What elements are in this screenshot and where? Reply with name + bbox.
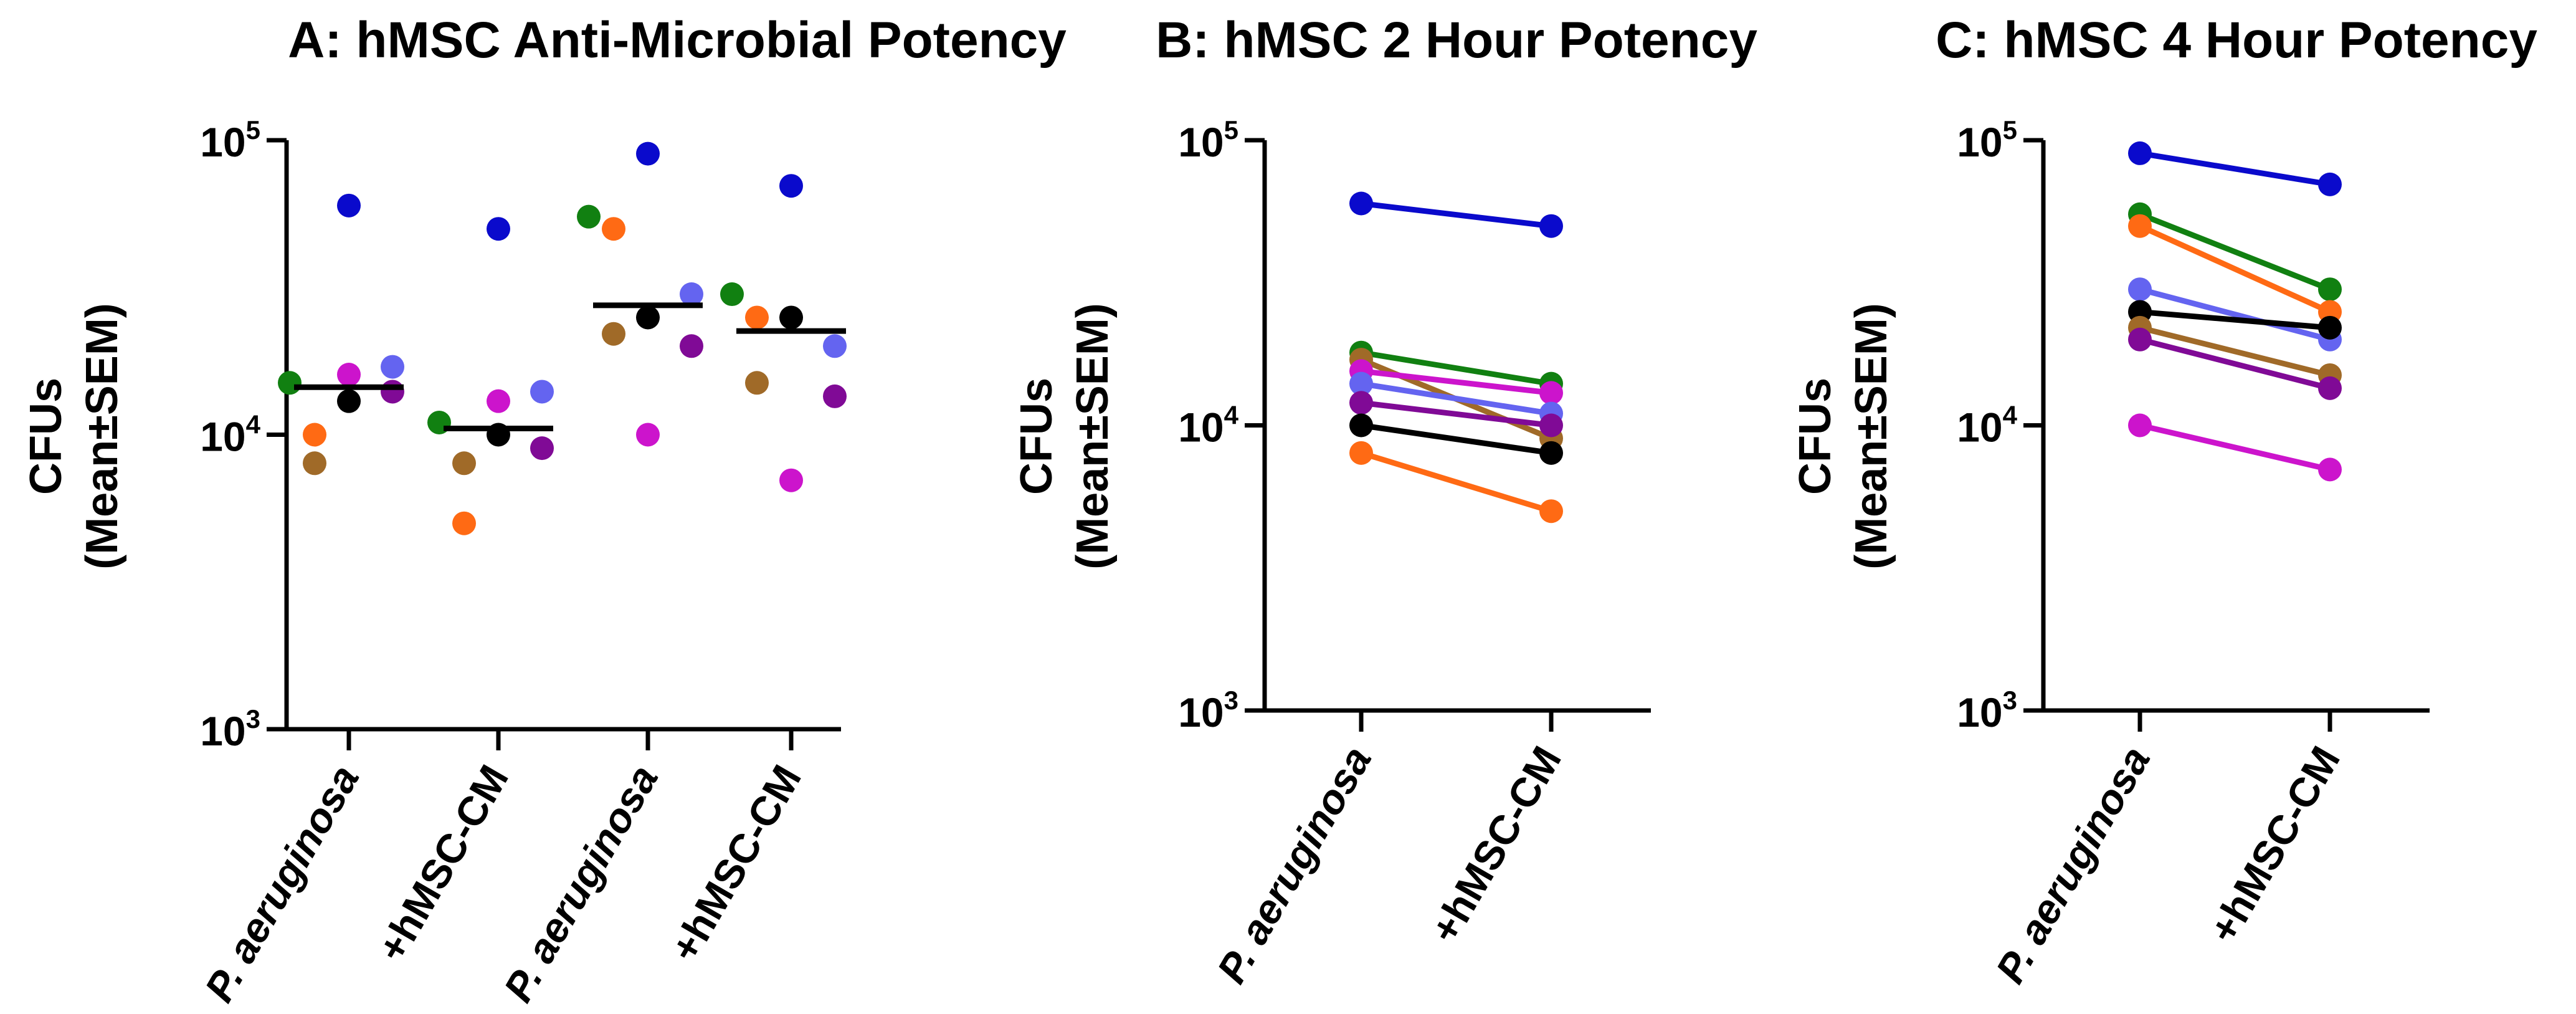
panel-b-ytick-label-0: 103 [1178, 686, 1238, 735]
panel-a-point-donor-blue-0 [337, 193, 361, 218]
panel-c-point-donor-green-1 [2318, 277, 2342, 302]
panel-a-point-donor-magenta-3 [779, 468, 803, 492]
panel-a-ytick-label-0: 103 [200, 704, 260, 754]
panel-c-line-donor-orange [2139, 223, 2331, 315]
panel-a-point-donor-green-2 [577, 204, 601, 229]
panel-c-line-donor-magenta [2139, 423, 2331, 472]
panel-c-point-donor-purple-0 [2128, 327, 2152, 352]
panel-c-ytick-label-1: 104 [1957, 401, 2017, 451]
panel-a-point-donor-blue-2 [636, 141, 660, 166]
panel-c-point-donor-lightblue-0 [2128, 277, 2152, 302]
panel-c-point-donor-blue-1 [2318, 172, 2342, 196]
panel-c-ylabel-line2: (Mean±SEM) [1846, 303, 1896, 570]
panel-b-ytick-label-1: 104 [1178, 401, 1238, 451]
panel-c-point-donor-magenta-0 [2128, 413, 2152, 438]
panel-a-xtick-label-0: P. aeruginosa [196, 757, 368, 1009]
panel-b-line-donor-purple [1361, 399, 1552, 428]
panel-c-line-donor-green [2139, 211, 2331, 292]
panel-c-xtick-label-1: +hMSC-CM [2200, 739, 2349, 950]
panel-b-point-donor-purple-0 [1349, 391, 1373, 415]
panel-b-ylabel-line1: CFUs [1012, 378, 1062, 495]
panel-a-point-donor-lightblue-3 [823, 334, 847, 358]
panel-c-ytick-label-0: 103 [1957, 686, 2017, 735]
panel-c-line-donor-blue [2139, 150, 2331, 188]
panel-a-ytick-label-2: 105 [200, 115, 260, 165]
panel-a-point-donor-black-2 [636, 305, 660, 330]
panel-b-plot: 103 104 105 P. aeruginosa +hMSC-CM [1178, 115, 1651, 990]
panel-a-ylabel-line2: (Mean±SEM) [77, 303, 127, 570]
panel-a-ytick-label-1: 104 [200, 410, 260, 460]
panel-c-line-donor-brown [2139, 325, 2331, 378]
panel-a: A: hMSC Anti-Microbial Potency CFUs (Mea… [21, 12, 1067, 1009]
panel-c-ytick-label-2: 105 [1957, 115, 2017, 165]
panel-b-point-donor-black-1 [1539, 441, 1563, 465]
panel-a-xtick-label-3: +hMSC-CM [661, 757, 810, 969]
panel-b-line-donor-magenta [1361, 368, 1552, 396]
panel-a-point-donor-magenta-2 [636, 423, 660, 447]
panel-c-point-donor-blue-0 [2128, 141, 2152, 165]
panel-c-plot: 103 104 105 P. aeruginosa +hMSC-CM [1957, 115, 2430, 990]
panel-b-ylabel-line2: (Mean±SEM) [1068, 303, 1118, 570]
panel-a-xtick-label-2: P. aeruginosa [495, 757, 667, 1009]
panel-c-point-donor-magenta-1 [2318, 457, 2342, 482]
panel-b-point-donor-blue-0 [1349, 191, 1373, 216]
panel-b-line-donor-orange [1360, 450, 1552, 514]
panel-b: B: hMSC 2 Hour Potency CFUs (Mean±SEM) 1… [1012, 12, 1757, 990]
panel-a-ylabel-line1: CFUs [21, 378, 71, 495]
panel-c-point-donor-purple-1 [2318, 376, 2342, 400]
panel-a-point-donor-orange-0 [303, 423, 326, 447]
panel-a-point-donor-blue-3 [779, 174, 803, 198]
panel-c-line-donor-black [2139, 309, 2331, 331]
panel-a-point-donor-black-0 [337, 389, 361, 413]
panel-b-point-donor-orange-0 [1349, 441, 1373, 465]
panel-c-point-donor-black-1 [2318, 315, 2342, 340]
panel-a-point-donor-orange-1 [452, 511, 476, 535]
panel-a-xtick-label-1: +hMSC-CM [368, 757, 517, 969]
panel-b-point-donor-blue-1 [1539, 214, 1563, 238]
panel-b-point-donor-orange-1 [1539, 499, 1563, 524]
panel-a-point-donor-magenta-1 [487, 389, 510, 413]
panel-a-point-donor-orange-2 [602, 217, 625, 241]
panel-a-point-donor-orange-3 [745, 305, 769, 330]
panel-c-point-donor-orange-0 [2128, 214, 2152, 238]
panel-c-xtick-label-0: P. aeruginosa [1987, 739, 2159, 990]
panel-b-ytick-label-2: 105 [1178, 115, 1238, 165]
panel-b-line-donor-blue [1361, 201, 1552, 229]
panel-c-ylabel-line1: CFUs [1790, 378, 1840, 495]
panel-b-point-donor-purple-1 [1539, 413, 1563, 438]
panel-c-title: C: hMSC 4 Hour Potency [1936, 12, 2537, 69]
panel-a-point-donor-magenta-0 [337, 363, 361, 387]
panel-b-point-donor-lightblue-0 [1349, 371, 1373, 396]
panel-a-point-donor-purple-0 [381, 380, 404, 404]
panel-a-point-donor-lightblue-1 [530, 380, 554, 404]
panel-b-line-donor-green [1361, 350, 1552, 387]
panel-a-point-donor-lightblue-2 [680, 282, 703, 307]
panel-a-title: A: hMSC Anti-Microbial Potency [288, 12, 1067, 69]
panel-a-point-donor-brown-0 [303, 451, 326, 476]
panel-b-point-donor-magenta-1 [1539, 381, 1563, 405]
panel-b-point-donor-black-0 [1349, 413, 1373, 438]
panel-c-line-donor-lightblue [2139, 286, 2331, 343]
panel-a-point-donor-brown-3 [745, 371, 769, 395]
panel-a-point-donor-blue-1 [487, 217, 510, 241]
panel-a-point-donor-green-3 [720, 282, 744, 307]
panel-b-line-donor-lightblue [1361, 381, 1552, 417]
panel-b-xtick-label-1: +hMSC-CM [1421, 739, 1570, 950]
panel-a-point-donor-purple-3 [823, 384, 847, 408]
panel-c: C: hMSC 4 Hour Potency CFUs (Mean±SEM) 1… [1790, 12, 2537, 990]
panel-b-title: B: hMSC 2 Hour Potency [1156, 12, 1757, 69]
panel-a-point-donor-brown-2 [602, 322, 625, 346]
panel-b-xtick-label-0: P. aeruginosa [1208, 739, 1380, 990]
panel-a-point-donor-green-0 [278, 371, 302, 395]
panel-a-point-donor-lightblue-0 [381, 355, 404, 379]
panel-a-point-donor-purple-1 [530, 436, 554, 461]
panel-b-line-donor-black [1361, 423, 1552, 456]
panel-a-point-donor-brown-1 [452, 451, 476, 476]
panel-c-line-donor-purple [2139, 337, 2331, 391]
panel-a-point-donor-black-3 [779, 305, 803, 330]
panel-a-point-donor-purple-2 [680, 334, 703, 358]
